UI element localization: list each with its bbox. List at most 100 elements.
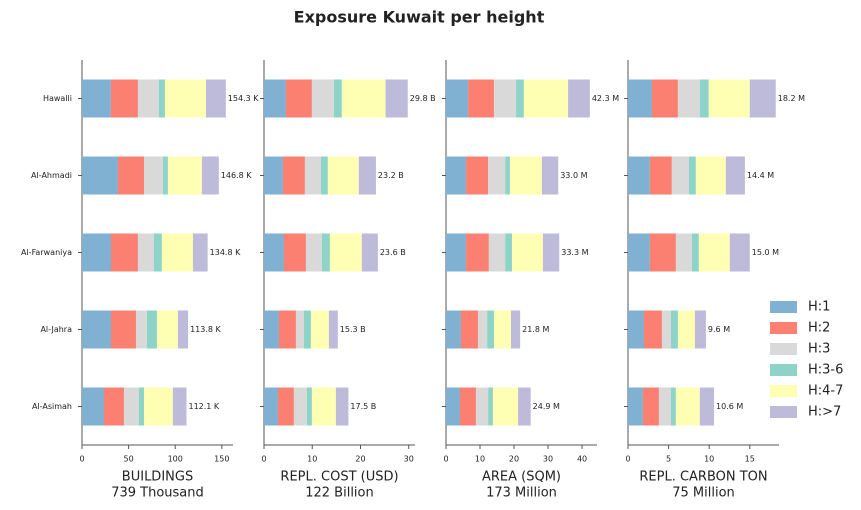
- y-tick-label: Hawalli: [43, 94, 72, 103]
- y-tick-label: Al-Ahmadi: [31, 171, 72, 180]
- x-tick-label: 30: [404, 455, 414, 464]
- bar-segment: [201, 156, 219, 195]
- bar-segment: [488, 233, 506, 272]
- bar-segment: [264, 79, 286, 118]
- bar-segment: [541, 156, 559, 195]
- bar-segment: [492, 387, 519, 426]
- bar-segment: [161, 233, 193, 272]
- x-tick-label: 40: [577, 455, 587, 464]
- x-axis-sublabel: 122 Billion: [305, 486, 374, 501]
- bar-segment: [488, 387, 493, 426]
- bar-segment: [651, 79, 678, 118]
- bar-segment: [293, 387, 307, 426]
- bar-segment: [143, 156, 163, 195]
- bar-segment: [333, 79, 342, 118]
- bar-segment: [143, 387, 173, 426]
- bar-segment: [466, 233, 489, 272]
- bar-segment: [278, 310, 296, 349]
- bar-segment: [729, 233, 750, 272]
- total-label: 23.2 B: [378, 171, 404, 180]
- bar-segment: [167, 156, 202, 195]
- bar-segment: [691, 233, 699, 272]
- bar-segment: [320, 156, 328, 195]
- bar-segment: [295, 310, 304, 349]
- bar-segment: [446, 387, 460, 426]
- bar-segment: [117, 156, 144, 195]
- total-label: 154.3 K: [228, 94, 259, 103]
- bar-segment: [493, 310, 511, 349]
- x-axis-sublabel: 75 Million: [672, 486, 735, 501]
- bar-segment: [446, 310, 461, 349]
- legend-swatch: [770, 322, 797, 334]
- bar-segment: [699, 79, 709, 118]
- x-tick-label: 0: [79, 455, 84, 464]
- bar-segment: [511, 233, 543, 272]
- legend-label: H:3-6: [808, 363, 843, 378]
- bar-segment: [328, 310, 338, 349]
- bar-segment: [649, 233, 676, 272]
- bar-segment: [466, 156, 489, 195]
- bar-segment: [460, 310, 478, 349]
- x-tick-label: 20: [509, 455, 519, 464]
- legend-label: H:2: [808, 321, 830, 336]
- total-label: 24.9 M: [533, 402, 560, 411]
- legend-swatch: [770, 406, 797, 418]
- bar-segment: [264, 233, 284, 272]
- bar-segment: [694, 310, 706, 349]
- x-axis-label: REPL. COST (USD): [280, 470, 398, 485]
- bar-segment: [628, 387, 643, 426]
- x-tick-label: 15: [745, 455, 755, 464]
- bar-segment: [493, 79, 517, 118]
- bar-segment: [341, 79, 386, 118]
- bar-segment: [677, 310, 695, 349]
- total-label: 42.3 M: [592, 94, 619, 103]
- figure-title: Exposure Kuwait per height: [294, 8, 545, 27]
- bar-segment: [156, 310, 178, 349]
- bar-segment: [82, 79, 111, 118]
- bar-segment: [670, 387, 676, 426]
- bar-segment: [628, 310, 644, 349]
- bar-segment: [516, 79, 524, 118]
- bar-segment: [138, 387, 144, 426]
- bar-segment: [303, 310, 311, 349]
- bar-segment: [321, 233, 330, 272]
- y-tick-label: Al-Asimah: [32, 402, 72, 411]
- bar-segment: [649, 156, 672, 195]
- bar-segment: [310, 310, 329, 349]
- bar-segment: [661, 310, 671, 349]
- bar-segment: [695, 156, 726, 195]
- legend-swatch: [770, 343, 797, 355]
- bar-segment: [264, 156, 283, 195]
- bar-segment: [335, 387, 349, 426]
- bar-segment: [164, 79, 206, 118]
- x-tick-label: 0: [261, 455, 266, 464]
- bar-segment: [677, 79, 700, 118]
- bar-segment: [110, 310, 136, 349]
- bar-segment: [177, 310, 189, 349]
- bar-segment: [459, 387, 476, 426]
- total-label: 9.6 M: [708, 325, 730, 334]
- x-tick-label: 150: [214, 455, 229, 464]
- x-tick-label: 10: [704, 455, 714, 464]
- y-tick-label: Al-Farwaniya: [21, 248, 72, 257]
- bar-segment: [698, 233, 730, 272]
- bar-segment: [311, 79, 334, 118]
- total-label: 15.0 M: [752, 248, 779, 257]
- bar-segment: [523, 79, 569, 118]
- bar-segment: [82, 156, 118, 195]
- bar-segment: [103, 387, 124, 426]
- total-label: 134.8 K: [210, 248, 241, 257]
- x-tick-label: 0: [625, 455, 630, 464]
- bar-segment: [487, 310, 494, 349]
- legend-label: H:>7: [808, 405, 841, 420]
- x-tick-label: 0: [443, 455, 448, 464]
- bar-segment: [329, 233, 362, 272]
- bar-segment: [708, 79, 750, 118]
- x-axis-sublabel: 739 Thousand: [111, 486, 204, 501]
- x-axis-sublabel: 173 Million: [486, 486, 557, 501]
- bar-segment: [283, 233, 306, 272]
- bar-segment: [468, 79, 494, 118]
- total-label: 15.3 B: [340, 325, 366, 334]
- x-tick-label: 50: [124, 455, 134, 464]
